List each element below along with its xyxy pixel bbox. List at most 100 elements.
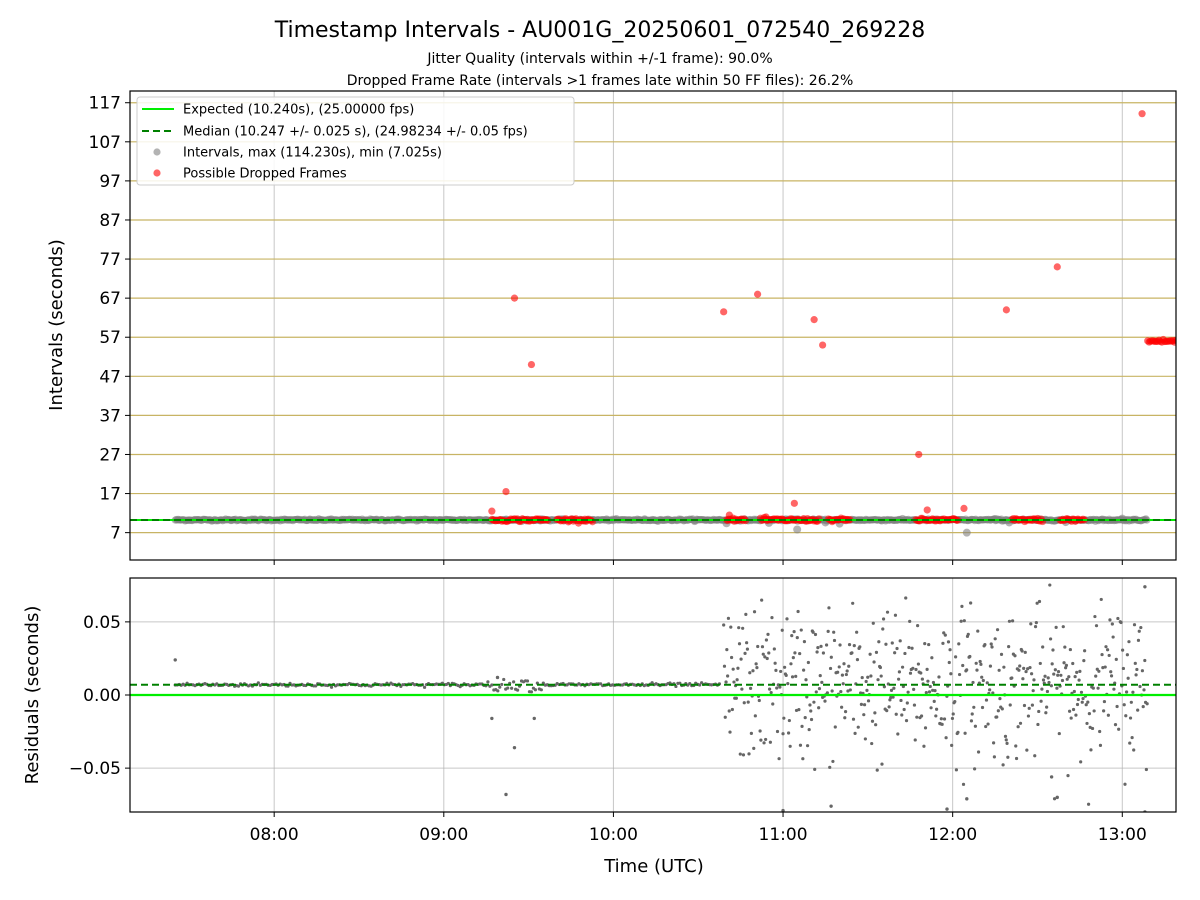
residual-point bbox=[1033, 754, 1037, 758]
legend-entry: Median (10.247 +/- 0.025 s), (24.98234 +… bbox=[183, 125, 528, 140]
residual-point bbox=[848, 688, 852, 692]
residual-point bbox=[932, 699, 936, 703]
residual-point bbox=[937, 675, 941, 679]
y-tick-label: 7 bbox=[110, 524, 121, 544]
residual-point bbox=[903, 651, 907, 656]
residual-point bbox=[1131, 690, 1135, 694]
interval-point bbox=[1118, 514, 1127, 523]
residual-point bbox=[1122, 703, 1126, 707]
residual-point bbox=[1090, 726, 1095, 731]
residual-point bbox=[1029, 622, 1033, 626]
residual-point bbox=[893, 651, 897, 655]
residual-point bbox=[1130, 735, 1134, 740]
residual-point bbox=[774, 668, 778, 672]
residual-point bbox=[753, 714, 757, 718]
residual-point bbox=[747, 752, 751, 756]
residual-point bbox=[902, 707, 906, 712]
residual-point bbox=[1083, 649, 1087, 653]
residual-point bbox=[1036, 722, 1040, 727]
dropped-frame-point bbox=[720, 308, 728, 316]
residual-point bbox=[734, 696, 738, 700]
interval-point bbox=[962, 528, 971, 537]
residual-point bbox=[956, 730, 960, 734]
residual-point bbox=[1056, 669, 1061, 674]
residual-point bbox=[1025, 748, 1029, 752]
residual-point bbox=[1034, 621, 1038, 625]
residual-point bbox=[818, 674, 822, 678]
residual-point bbox=[990, 645, 994, 649]
chart-title: Timestamp Intervals - AU001G_20250601_07… bbox=[274, 18, 926, 43]
residual-point bbox=[525, 679, 530, 683]
residual-point bbox=[802, 640, 807, 644]
residual-point bbox=[853, 731, 857, 735]
x-tick-label: 12:00 bbox=[928, 825, 977, 845]
residual-point bbox=[911, 666, 915, 670]
residual-point bbox=[948, 648, 952, 652]
residual-point bbox=[741, 626, 745, 630]
residual-point bbox=[1071, 707, 1076, 712]
residual-point bbox=[998, 696, 1002, 701]
residual-point bbox=[737, 626, 741, 630]
residual-point bbox=[1106, 713, 1110, 717]
residual-point bbox=[788, 744, 792, 748]
residual-point bbox=[1088, 725, 1092, 729]
residual-point bbox=[896, 732, 900, 736]
residual-point bbox=[1007, 619, 1012, 623]
residual-point bbox=[840, 673, 845, 677]
x-tick-label: 13:00 bbox=[1098, 825, 1147, 845]
residual-point bbox=[986, 722, 990, 726]
residual-point bbox=[650, 681, 654, 685]
y-tick-label: 57 bbox=[99, 328, 121, 348]
residual-point bbox=[838, 643, 842, 647]
residual-point bbox=[732, 680, 736, 684]
residual-point bbox=[962, 619, 966, 623]
residual-point bbox=[890, 641, 894, 645]
dropped-frame-point bbox=[915, 450, 923, 459]
residual-point bbox=[790, 634, 794, 638]
residual-point bbox=[868, 652, 872, 656]
residual-point bbox=[809, 717, 814, 722]
residual-point bbox=[939, 717, 943, 721]
dropped-frame-point bbox=[510, 294, 519, 302]
residual-point bbox=[898, 639, 902, 643]
residual-point bbox=[983, 642, 987, 647]
residual-point bbox=[799, 628, 803, 632]
residual-point bbox=[843, 709, 848, 714]
residual-point bbox=[785, 617, 789, 621]
residual-point bbox=[1136, 638, 1141, 642]
residual-point bbox=[801, 757, 805, 761]
residual-point bbox=[839, 689, 843, 694]
residual-point bbox=[913, 738, 917, 742]
residual-point bbox=[1105, 648, 1110, 652]
residual-point bbox=[1008, 703, 1012, 707]
residual-point bbox=[926, 679, 930, 683]
residual-point bbox=[847, 664, 851, 668]
residual-point bbox=[825, 691, 829, 695]
residual-point bbox=[1053, 668, 1057, 672]
residual-point bbox=[1098, 729, 1102, 734]
residual-point bbox=[961, 663, 965, 668]
residual-point bbox=[873, 711, 877, 715]
residual-point bbox=[811, 630, 815, 634]
residual-point bbox=[887, 705, 891, 709]
residual-point bbox=[752, 746, 756, 750]
residual-point bbox=[942, 631, 946, 635]
residual-point bbox=[742, 701, 746, 705]
residual-point bbox=[1094, 674, 1098, 678]
residual-point bbox=[256, 681, 260, 685]
residual-point bbox=[1125, 653, 1129, 657]
residual-point bbox=[985, 681, 989, 685]
residual-point bbox=[971, 680, 975, 685]
residual-point bbox=[893, 613, 898, 617]
residual-point bbox=[884, 642, 888, 646]
residual-point bbox=[816, 646, 820, 650]
residual-point bbox=[1089, 748, 1093, 752]
residual-point bbox=[813, 767, 817, 771]
residual-point bbox=[173, 658, 177, 662]
residual-point bbox=[728, 730, 732, 734]
residual-point bbox=[925, 667, 929, 671]
dropped-frame-point bbox=[1138, 110, 1146, 118]
residual-point bbox=[506, 686, 510, 690]
residual-point bbox=[1137, 629, 1141, 633]
residual-point bbox=[1074, 713, 1078, 717]
